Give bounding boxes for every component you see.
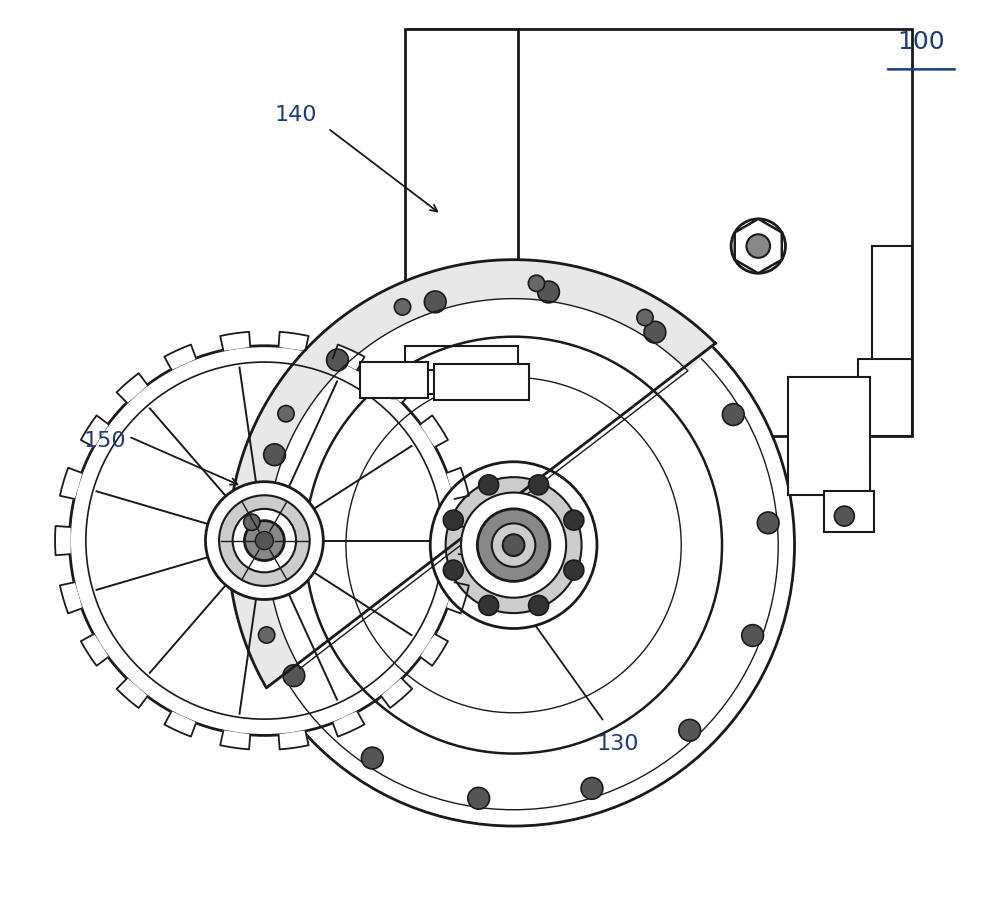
Bar (405, 345, 518, 373)
Polygon shape (279, 731, 309, 749)
Text: 150: 150 (83, 431, 126, 451)
Circle shape (581, 777, 603, 799)
Circle shape (757, 512, 779, 534)
Circle shape (264, 444, 285, 465)
Polygon shape (735, 219, 782, 274)
Circle shape (376, 362, 412, 398)
Polygon shape (333, 712, 364, 736)
Circle shape (479, 474, 499, 494)
Polygon shape (447, 583, 469, 614)
Circle shape (233, 509, 296, 573)
Polygon shape (459, 526, 474, 555)
Polygon shape (421, 634, 448, 665)
Circle shape (834, 506, 854, 526)
Polygon shape (164, 712, 196, 736)
Circle shape (679, 719, 701, 741)
Circle shape (644, 321, 666, 343)
Circle shape (327, 349, 348, 371)
Circle shape (468, 787, 490, 809)
Polygon shape (164, 345, 196, 369)
Polygon shape (279, 332, 309, 350)
Polygon shape (333, 345, 364, 369)
Circle shape (244, 521, 284, 561)
Circle shape (219, 495, 310, 586)
Text: 140: 140 (275, 105, 317, 125)
Circle shape (529, 474, 549, 494)
Circle shape (443, 510, 463, 530)
Circle shape (255, 532, 273, 550)
Circle shape (479, 595, 499, 615)
Polygon shape (55, 526, 70, 555)
Circle shape (742, 624, 764, 646)
Bar (788, 377, 870, 495)
Circle shape (248, 556, 270, 578)
Circle shape (492, 524, 535, 567)
Circle shape (637, 309, 653, 325)
Circle shape (361, 747, 383, 769)
Circle shape (722, 404, 744, 425)
Circle shape (443, 560, 463, 580)
Circle shape (477, 509, 550, 582)
Circle shape (283, 664, 305, 686)
Circle shape (244, 514, 260, 530)
Polygon shape (228, 260, 715, 688)
Polygon shape (81, 415, 108, 447)
Circle shape (503, 534, 524, 556)
Bar (824, 491, 874, 532)
Circle shape (430, 462, 597, 628)
Polygon shape (117, 374, 147, 403)
Polygon shape (220, 731, 250, 749)
Polygon shape (220, 332, 250, 350)
Circle shape (731, 219, 785, 274)
Circle shape (233, 265, 795, 826)
Bar (409, 28, 912, 436)
Polygon shape (81, 634, 108, 665)
Bar (405, 28, 518, 350)
Bar (858, 359, 912, 436)
Circle shape (394, 299, 411, 315)
Circle shape (446, 477, 582, 613)
Circle shape (528, 275, 545, 292)
Circle shape (424, 291, 446, 313)
Circle shape (529, 595, 549, 615)
Circle shape (564, 510, 584, 530)
Circle shape (258, 627, 275, 644)
Polygon shape (421, 415, 448, 447)
Circle shape (564, 560, 584, 580)
Polygon shape (381, 374, 412, 403)
Polygon shape (117, 679, 147, 708)
Text: 130: 130 (597, 734, 639, 754)
Polygon shape (447, 468, 469, 499)
Circle shape (538, 281, 559, 303)
Polygon shape (60, 583, 82, 614)
Circle shape (278, 405, 294, 422)
Text: 100: 100 (898, 30, 945, 55)
Circle shape (461, 493, 566, 598)
Polygon shape (60, 468, 82, 499)
Circle shape (70, 345, 459, 735)
Bar (360, 362, 428, 398)
Bar (434, 364, 529, 400)
Polygon shape (381, 679, 412, 708)
Bar (417, 370, 507, 394)
Bar (872, 246, 912, 364)
Circle shape (746, 235, 770, 258)
Circle shape (205, 482, 323, 600)
